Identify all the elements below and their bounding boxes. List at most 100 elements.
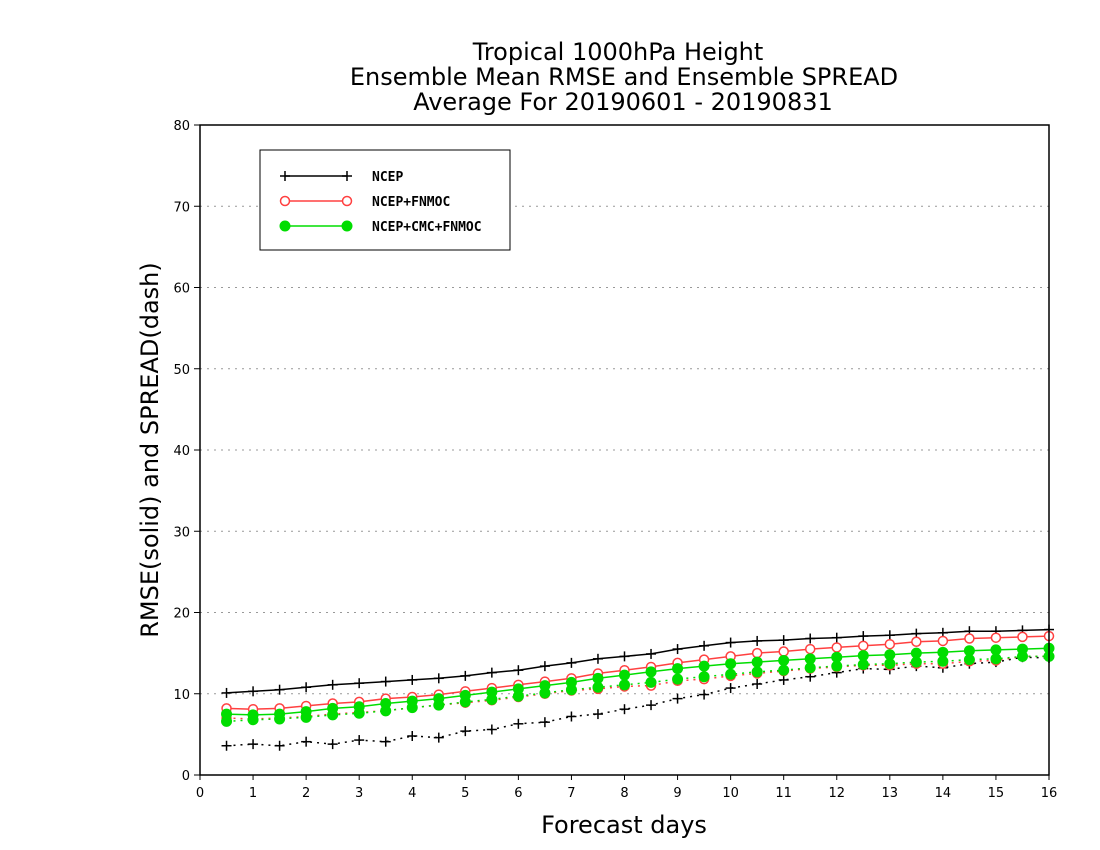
legend: NCEP NCEP+FNMOC NCEP+CMC+FNMOC xyxy=(259,149,511,251)
data-point-spread xyxy=(619,679,630,691)
data-point-spread xyxy=(539,717,550,728)
data-point-rmse xyxy=(672,644,683,655)
data-point-spread xyxy=(407,731,418,741)
series-layer xyxy=(221,624,1055,751)
data-point-rmse xyxy=(327,679,338,690)
legend-label: NCEP+FNMOC xyxy=(372,195,450,210)
x-tick-label: 6 xyxy=(514,786,522,801)
data-point-rmse xyxy=(619,651,630,662)
data-point-rmse xyxy=(911,636,922,647)
x-tick-label: 16 xyxy=(1041,786,1058,801)
data-point-rmse xyxy=(804,653,816,665)
data-point-rmse xyxy=(565,676,577,688)
legend-box xyxy=(259,149,511,251)
data-point-rmse xyxy=(619,669,630,681)
data-point-rmse xyxy=(725,658,737,670)
x-tick-label: 8 xyxy=(620,786,628,801)
data-point-rmse xyxy=(778,654,790,666)
data-point-rmse xyxy=(274,684,285,695)
filled-circle-marker xyxy=(279,220,291,232)
y-tick-label: 20 xyxy=(173,607,190,622)
data-point-rmse xyxy=(1016,643,1028,655)
data-point-rmse xyxy=(672,663,684,675)
series-line-spread xyxy=(226,656,1050,747)
data-point-spread xyxy=(752,679,763,689)
data-point-rmse xyxy=(486,667,497,678)
legend-label: NCEP xyxy=(372,170,403,185)
filled-circle-marker xyxy=(341,220,353,232)
y-tick-label: 70 xyxy=(173,200,190,215)
data-point-rmse xyxy=(858,640,869,652)
y-tick-label: 0 xyxy=(182,769,190,784)
y-tick-label: 50 xyxy=(173,363,190,378)
data-point-spread xyxy=(672,673,684,685)
data-point-rmse xyxy=(884,649,896,661)
plus-marker xyxy=(342,171,352,181)
data-point-rmse xyxy=(963,645,975,657)
legend-label: NCEP+CMC+FNMOC xyxy=(372,220,482,235)
series-line-spread xyxy=(226,655,1049,723)
data-point-rmse xyxy=(831,642,842,653)
title-line-1: Tropical 1000hPa Height xyxy=(472,38,764,66)
data-point-rmse xyxy=(698,660,710,672)
data-point-spread xyxy=(619,704,630,715)
data-point-rmse xyxy=(751,647,763,659)
gridlines xyxy=(200,205,1049,695)
data-point-spread xyxy=(380,736,391,747)
data-point-rmse xyxy=(512,683,524,695)
legend-item: NCEP+CMC+FNMOC xyxy=(279,220,482,235)
data-point-rmse xyxy=(990,644,1002,656)
y-axis-label: RMSE(solid) and SPREAD(dash) xyxy=(136,262,164,638)
chart-title: Tropical 1000hPa Height Ensemble Mean RM… xyxy=(350,38,898,116)
data-point-rmse xyxy=(805,633,816,644)
data-point-spread xyxy=(725,668,737,680)
data-point-spread xyxy=(645,676,657,688)
data-point-rmse xyxy=(354,678,365,689)
data-point-rmse xyxy=(858,631,869,642)
x-axis: 0 1 2 3 4 5 6 7 8 9 10 11 12 13 14 15 16 xyxy=(196,775,1057,801)
data-point-rmse xyxy=(964,633,975,644)
data-point-spread xyxy=(698,671,710,683)
x-tick-label: 13 xyxy=(882,786,899,801)
data-point-rmse xyxy=(433,693,445,705)
data-point-spread xyxy=(354,735,365,746)
data-point-rmse xyxy=(380,698,392,709)
data-point-spread xyxy=(646,700,657,711)
data-point-rmse xyxy=(592,653,603,664)
data-point-rmse xyxy=(513,665,524,676)
title-line-3: Average For 20190601 - 20190831 xyxy=(413,88,833,116)
data-point-rmse xyxy=(884,638,896,650)
y-axis: 0 10 20 30 40 50 60 70 80 xyxy=(173,119,200,784)
x-tick-label: 1 xyxy=(249,786,257,801)
data-point-rmse xyxy=(459,689,471,701)
data-point-rmse xyxy=(221,708,233,720)
data-point-rmse xyxy=(327,702,339,714)
data-point-rmse xyxy=(910,647,922,659)
data-point-rmse xyxy=(778,635,789,646)
data-point-spread xyxy=(751,666,763,678)
x-tick-label: 3 xyxy=(355,786,363,801)
data-point-rmse xyxy=(486,686,498,698)
open-circle-marker xyxy=(279,195,291,207)
data-point-rmse xyxy=(937,635,949,647)
series-line-rmse xyxy=(226,635,1050,710)
x-tick-label: 14 xyxy=(935,786,952,801)
data-point-rmse xyxy=(539,661,550,672)
x-tick-label: 2 xyxy=(302,786,310,801)
data-point-rmse xyxy=(274,708,286,720)
data-point-rmse xyxy=(804,643,816,655)
x-tick-label: 5 xyxy=(461,786,469,801)
data-point-spread xyxy=(513,718,524,729)
data-point-rmse xyxy=(247,709,259,721)
y-tick-label: 80 xyxy=(173,119,190,134)
data-point-spread xyxy=(672,693,683,704)
x-tick-label: 10 xyxy=(722,786,739,801)
data-point-rmse xyxy=(937,646,949,658)
x-tick-label: 4 xyxy=(408,786,416,801)
series-ncep xyxy=(221,624,1054,751)
data-point-rmse xyxy=(751,656,763,668)
data-point-rmse xyxy=(592,672,604,684)
data-point-spread xyxy=(699,689,710,700)
data-point-rmse xyxy=(725,637,736,648)
